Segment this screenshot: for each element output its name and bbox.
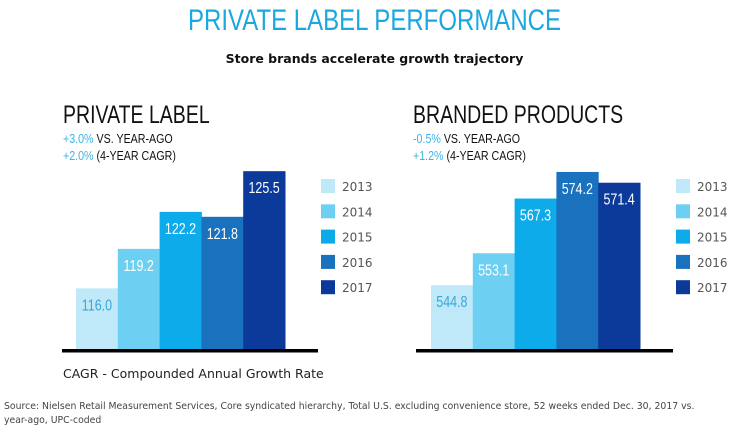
stat-label: VS. YEAR-AGO [96, 131, 173, 146]
stat-value: +2.0% [63, 148, 94, 163]
bar-2013 [76, 288, 119, 350]
bar-2017 [243, 171, 286, 350]
legend-swatch-2016 [321, 254, 335, 269]
bar-value-label: 553.1 [478, 262, 509, 280]
stat-value: -0.5% [413, 131, 441, 146]
bar-2017 [598, 182, 641, 350]
branded-stat-cagr: +1.2% (4-YEAR CAGR) [413, 148, 526, 163]
bar-value-label: 119.2 [124, 257, 154, 275]
legend-swatch-2017 [676, 280, 690, 295]
legend-label-2015: 2015 [697, 231, 728, 245]
bar-value-label: 122.2 [165, 220, 196, 238]
legend-label-2016: 2016 [697, 256, 728, 270]
legend-swatch-2014 [676, 204, 690, 219]
private-label-title: PRIVATE LABEL [63, 101, 210, 129]
branded-stat-yoy: -0.5% VS. YEAR-AGO [413, 131, 520, 146]
private-label-chart: 116.0 119.2 122.2 121.8 125.5 2013 2014 2015 201… [62, 171, 373, 353]
branded-products-chart: 544.8 553.1 567.3 574.2 571.4 2013 2014 2015 201… [416, 171, 728, 353]
bar-2015 [514, 198, 557, 350]
private-label-stat-yoy: +3.0% VS. YEAR-AGO [63, 131, 173, 146]
source-note: Source: Nielsen Retail Measurement Servi… [4, 401, 695, 426]
bar-value-label: 571.4 [604, 191, 635, 209]
bar-value-label: 125.5 [249, 180, 280, 198]
page-subtitle: Store brands accelerate growth trajector… [225, 51, 524, 66]
bar-2016 [201, 216, 244, 350]
legend-swatch-2015 [321, 229, 335, 244]
bar-value-label: 116.0 [82, 297, 112, 315]
legend-swatch-2013 [321, 179, 335, 193]
bar-value-label: 544.8 [436, 294, 467, 312]
legend-label-2016: 2016 [342, 256, 373, 270]
legend-label-2017: 2017 [697, 281, 728, 295]
legend-swatch-2017 [321, 280, 335, 295]
bar-value-label: 574.2 [562, 181, 593, 199]
legend-label-2015: 2015 [342, 231, 373, 245]
branded-products-title: BRANDED PRODUCTS [413, 101, 624, 129]
bar-value-label: 121.8 [207, 225, 238, 243]
legend-label-2014: 2014 [697, 205, 728, 219]
bar-2016 [556, 171, 599, 350]
bar-2013 [431, 285, 474, 350]
legend-label-2013: 2013 [342, 180, 373, 194]
bar-2015 [159, 211, 202, 350]
legend-swatch-2013 [676, 179, 690, 193]
stat-value: +1.2% [413, 148, 444, 163]
legend-swatch-2014 [321, 204, 335, 219]
stat-value: +3.0% [63, 131, 94, 146]
private-label-stat-cagr: +2.0% (4-YEAR CAGR) [63, 148, 176, 163]
legend-label-2017: 2017 [342, 281, 373, 295]
legend-label-2013: 2013 [697, 180, 728, 194]
x-axis-line [416, 349, 673, 353]
bar-2014 [117, 248, 161, 350]
page-title: PRIVATE LABEL PERFORMANCE [188, 4, 561, 37]
stat-label: (4-YEAR CAGR) [96, 148, 176, 163]
stat-label: VS. YEAR-AGO [443, 131, 521, 146]
legend-label-2014: 2014 [342, 205, 373, 219]
legend-swatch-2015 [676, 229, 690, 244]
cagr-footnote: CAGR - Compounded Annual Growth Rate [63, 366, 324, 381]
x-axis-line [62, 349, 318, 353]
stat-label: (4-YEAR CAGR) [446, 148, 526, 163]
bar-2014 [472, 253, 516, 350]
bar-value-label: 567.3 [520, 207, 551, 225]
legend-swatch-2016 [676, 254, 690, 269]
